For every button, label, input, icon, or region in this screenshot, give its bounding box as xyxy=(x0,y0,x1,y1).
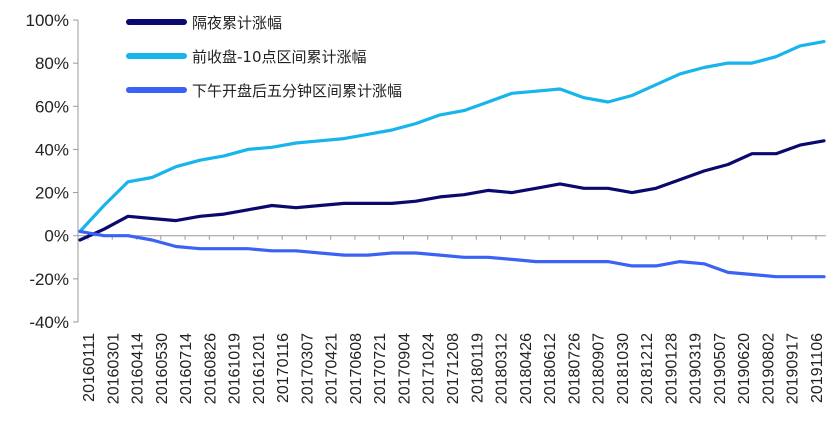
x-tick-label: 20170421 xyxy=(324,333,341,404)
series-lines xyxy=(78,39,826,279)
x-tick-label: 20190128 xyxy=(663,333,680,404)
series-line-1 xyxy=(78,139,826,242)
x-tick-label: 20170307 xyxy=(299,333,316,404)
x-tick-label: 20161201 xyxy=(251,333,268,404)
x-axis: 20160111 20160301 20160414 20160530 20160714… xyxy=(81,235,826,404)
x-tick-label: 20180119 xyxy=(469,333,486,403)
x-tick-label: 20171208 xyxy=(445,333,462,404)
x-tick-label: 20180312 xyxy=(494,333,511,404)
x-tick-label: 20170904 xyxy=(396,333,413,404)
x-tick-label: 20190917 xyxy=(785,333,802,404)
legend-label-3: 下午开盘后五分钟区间累计涨幅 xyxy=(192,82,402,100)
x-tick-label: 20170721 xyxy=(372,333,389,404)
y-axis: 100% 80% 60% 40% 20% 0% -20% -40% xyxy=(26,11,78,332)
x-tick-label: 20160301 xyxy=(105,333,122,404)
series-line-2 xyxy=(78,39,826,233)
x-tick-label: 20190319 xyxy=(688,333,705,404)
x-tick-label: 20181212 xyxy=(639,333,656,404)
y-tick-label: 80% xyxy=(35,54,69,73)
x-tick-label: 20170116 xyxy=(275,333,292,403)
y-tick-label: 20% xyxy=(35,184,69,203)
x-tick-label: 20191106 xyxy=(809,333,826,403)
x-tick-label: 20190507 xyxy=(712,333,729,404)
x-tick-label: 20190620 xyxy=(736,333,753,404)
y-tick-label: 60% xyxy=(35,97,69,116)
x-tick-label: 20171024 xyxy=(421,333,438,404)
y-tick-label: 40% xyxy=(35,140,69,159)
y-tick-label: 0% xyxy=(44,227,69,246)
y-tick-label: -20% xyxy=(29,270,69,289)
x-tick-label: 20181030 xyxy=(615,333,632,404)
y-tick-label: 100% xyxy=(26,11,69,30)
series-line-3 xyxy=(78,229,826,279)
x-tick-label: 20170608 xyxy=(348,333,365,404)
x-tick-label: 20180907 xyxy=(591,333,608,404)
legend-label-2: 前收盘-10点区间累计涨幅 xyxy=(192,48,367,66)
x-tick-label: 20180426 xyxy=(518,333,535,404)
x-tick-label: 20161019 xyxy=(227,333,244,404)
x-tick-label: 20160826 xyxy=(202,333,219,404)
x-tick-label: 20180726 xyxy=(566,333,583,404)
x-tick-label: 20160414 xyxy=(130,333,147,404)
x-tick-label: 20160714 xyxy=(178,333,195,404)
x-tick-label: 20160111 xyxy=(81,333,98,402)
x-tick-label: 20180612 xyxy=(542,333,559,404)
legend-label-1: 隔夜累计涨幅 xyxy=(192,14,282,32)
x-tick-label: 20160530 xyxy=(154,333,171,404)
y-tick-label: -40% xyxy=(29,313,69,332)
x-tick-label: 20190802 xyxy=(760,333,777,404)
